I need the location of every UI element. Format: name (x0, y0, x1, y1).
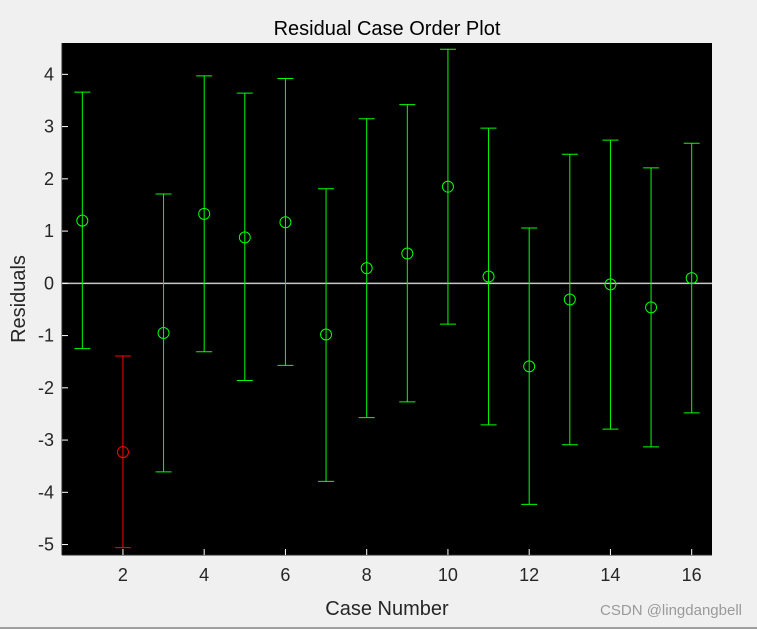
error-bar-8 (358, 118, 375, 419)
error-bar-1 (74, 91, 91, 350)
residual-point-6 (279, 216, 292, 229)
x-tick-label: 16 (682, 565, 702, 585)
y-tick-label: 4 (44, 64, 54, 84)
residual-point-9 (401, 247, 414, 260)
residual-point-3 (157, 326, 170, 339)
y-tick-label: -4 (38, 482, 54, 502)
error-bar-5 (236, 92, 253, 382)
x-tick-label: 12 (519, 565, 539, 585)
error-bar-4 (196, 75, 213, 353)
y-tick-label: 3 (44, 117, 54, 137)
x-tick-label: 14 (600, 565, 620, 585)
error-bar-15 (643, 167, 660, 448)
residual-point-12 (523, 360, 536, 373)
residual-point-10 (441, 180, 454, 193)
x-tick-label: 2 (118, 565, 128, 585)
y-tick-label: -5 (38, 535, 54, 555)
error-bar-3 (155, 193, 172, 473)
window-bottom-border (0, 627, 757, 629)
error-bar-10 (439, 48, 456, 325)
error-bar-6 (277, 78, 294, 366)
error-bar-7 (318, 188, 335, 482)
x-tick-label: 10 (438, 565, 458, 585)
chart-title: Residual Case Order Plot (274, 18, 501, 40)
x-tick-label: 6 (280, 565, 290, 585)
residual-point-5 (238, 231, 251, 244)
residual-point-7 (320, 328, 333, 341)
residual-point-14 (604, 278, 617, 291)
error-bar-12 (521, 227, 538, 505)
error-bar-11 (480, 127, 497, 426)
y-tick-label: -1 (38, 326, 54, 346)
error-bar-14 (602, 139, 619, 430)
watermark-text: CSDN @lingdangbell (600, 602, 742, 619)
y-tick-label: 1 (44, 221, 54, 241)
x-tick-label: 4 (199, 565, 209, 585)
y-tick-label: -3 (38, 430, 54, 450)
residual-point-8 (360, 262, 373, 275)
y-axis-label: Residuals (8, 255, 30, 343)
error-bar-9 (399, 104, 416, 403)
residual-point-2 (116, 446, 129, 459)
y-tick-label: -2 (38, 378, 54, 398)
residual-point-16 (685, 272, 698, 285)
x-axis-label: Case Number (325, 598, 449, 620)
residual-point-4 (198, 207, 211, 220)
error-bar-2 (114, 355, 131, 549)
error-bar-16 (683, 142, 700, 414)
y-tick-label: 2 (44, 169, 54, 189)
x-tick-label: 8 (362, 565, 372, 585)
residual-point-13 (563, 293, 576, 306)
residual-point-1 (76, 214, 89, 227)
error-bar-13 (561, 153, 578, 446)
plot-area (62, 43, 712, 555)
residual-point-11 (482, 270, 495, 283)
y-tick-label: 0 (44, 273, 54, 293)
residual-point-15 (645, 301, 658, 314)
